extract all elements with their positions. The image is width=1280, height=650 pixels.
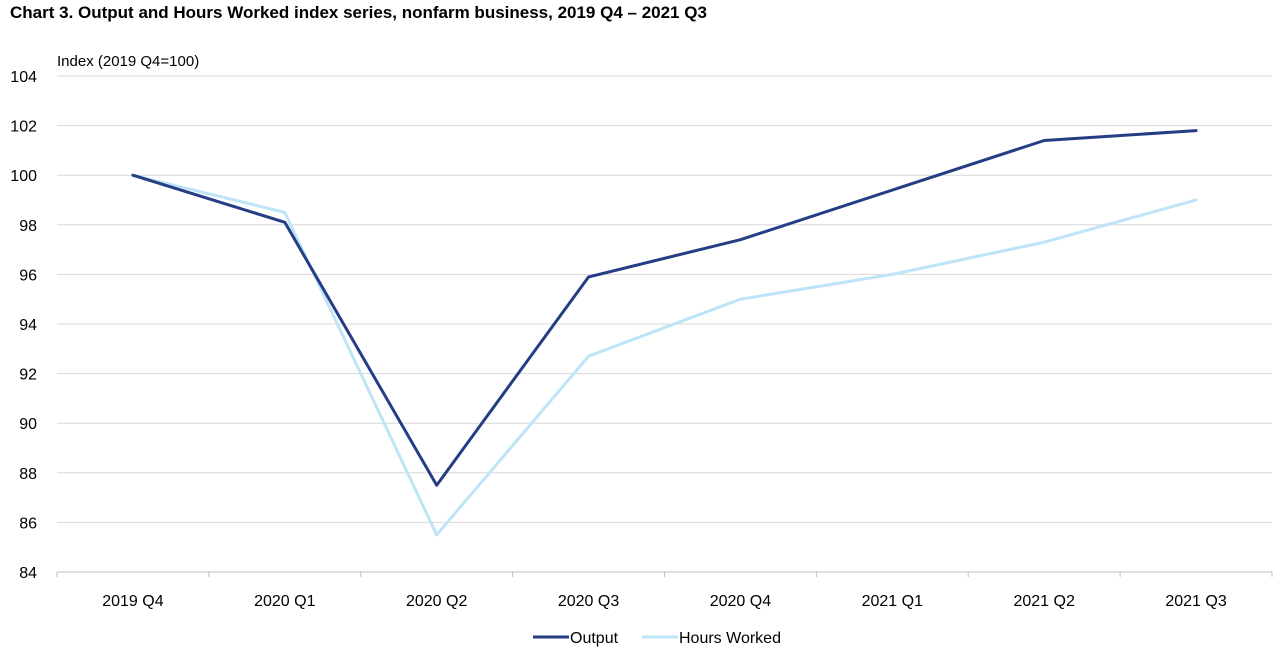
x-tick-label: 2021 Q1 <box>862 593 923 610</box>
y-tick-label: 88 <box>19 466 37 483</box>
y-tick-label: 92 <box>19 367 37 384</box>
y-axis-title: Index (2019 Q4=100) <box>57 53 199 70</box>
legend-label-hours-worked: Hours Worked <box>679 630 781 647</box>
legend-label-output: Output <box>570 630 619 647</box>
y-tick-label: 96 <box>19 267 37 284</box>
y-tick-label: 100 <box>10 168 37 185</box>
series-lines <box>131 129 1198 537</box>
y-tick-label: 102 <box>10 119 37 136</box>
chart-title: Chart 3. Output and Hours Worked index s… <box>10 3 707 22</box>
y-axis-tick-labels: 84 86 88 90 92 94 96 98 100 102 104 <box>10 69 37 582</box>
y-tick-label: 94 <box>19 317 37 334</box>
legend: Output Hours Worked <box>533 630 781 647</box>
y-tick-label: 84 <box>19 565 37 582</box>
y-tick-label: 98 <box>19 218 37 235</box>
y-tick-label: 86 <box>19 515 37 532</box>
series-line-hours-worked <box>131 173 1198 537</box>
y-tick-label: 104 <box>10 69 37 86</box>
x-tick-label: 2020 Q4 <box>710 593 771 610</box>
gridlines <box>57 75 1272 523</box>
x-tick-label: 2020 Q3 <box>558 593 619 610</box>
y-tick-label: 90 <box>19 416 37 433</box>
x-tick-label: 2020 Q2 <box>406 593 467 610</box>
x-tick-label: 2021 Q2 <box>1013 593 1074 610</box>
x-tick-label: 2021 Q3 <box>1165 593 1226 610</box>
x-tick-label: 2019 Q4 <box>102 593 163 610</box>
x-axis-tick-labels: 2019 Q4 2020 Q1 2020 Q2 2020 Q3 2020 Q4 2021 … <box>102 593 1227 610</box>
series-line-output <box>131 129 1198 487</box>
x-tick-label: 2020 Q1 <box>254 593 315 610</box>
x-axis <box>56 571 1273 577</box>
